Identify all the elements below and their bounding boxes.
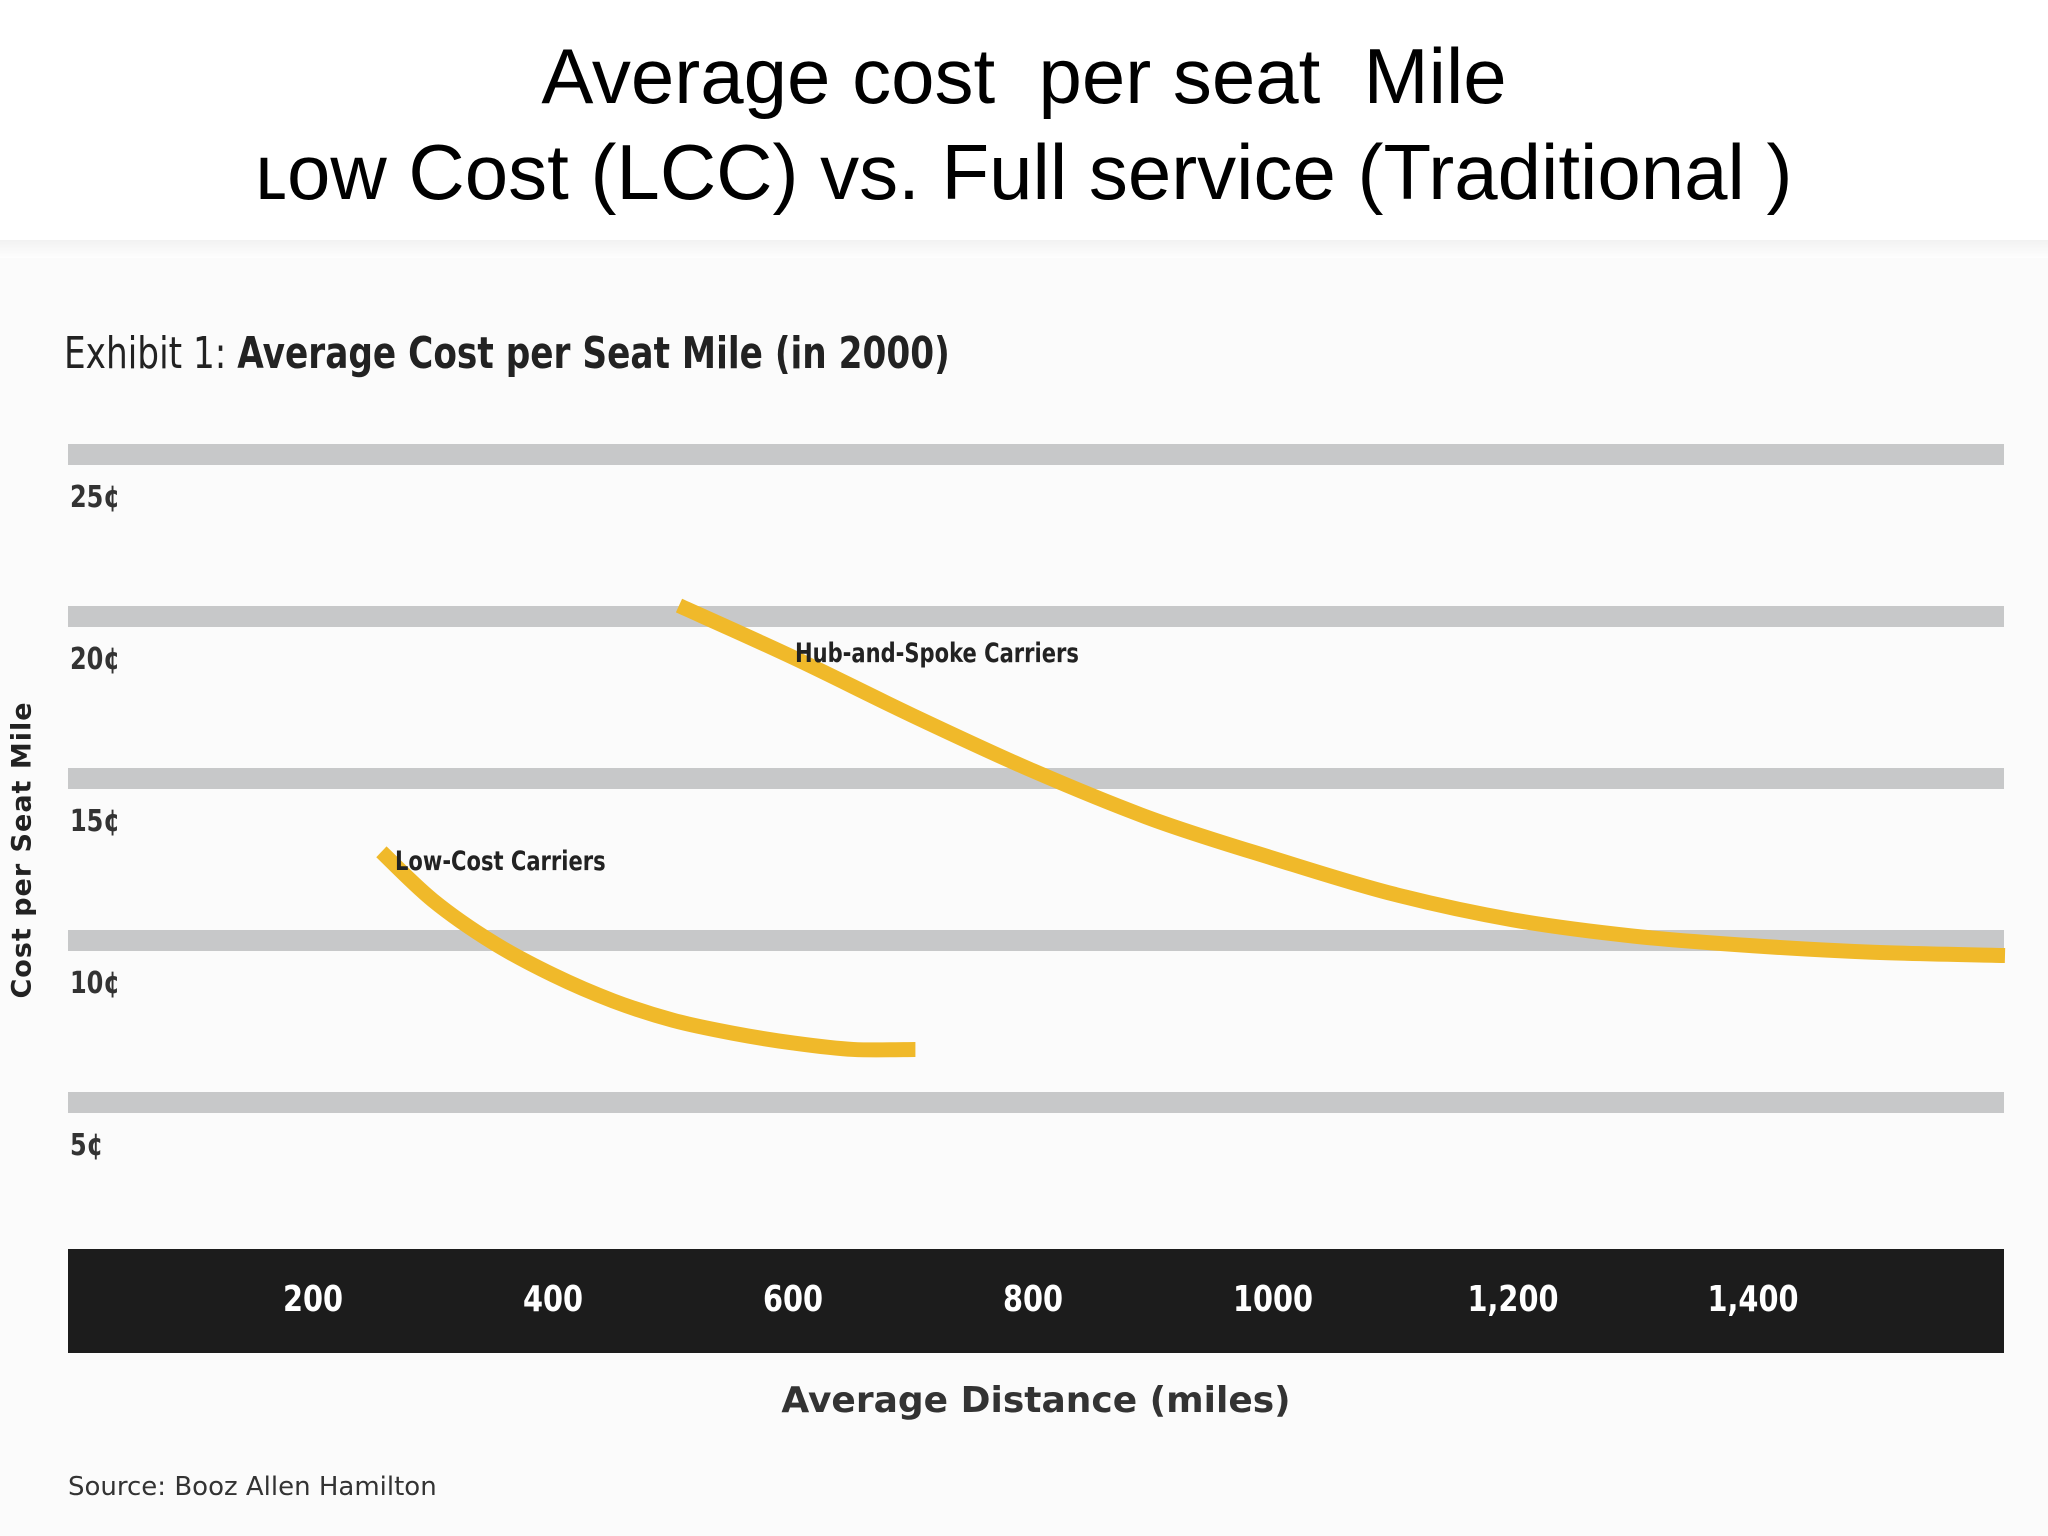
series-label: Hub-and-Spoke Carriers <box>795 637 1079 668</box>
y-axis-label: Cost per Seat Mile <box>6 701 38 999</box>
source-note: Source: Booz Allen Hamilton <box>68 1472 437 1502</box>
slide-title-line2: ʟow Cost (LCC) vs. Full service (Traditi… <box>255 128 1793 216</box>
x-tick-label: 800 <box>1003 1278 1063 1320</box>
x-tick-label: 1000 <box>1233 1278 1313 1320</box>
series-labels: Low-Cost Carriers Hub-and-Spoke Carriers <box>395 637 1079 876</box>
x-tick-label: 1,200 <box>1467 1278 1558 1320</box>
gridline-20 <box>68 606 2004 627</box>
x-tick-labels: 200 400 600 800 1000 1,200 1,400 <box>283 1278 1799 1320</box>
x-tick-label: 600 <box>763 1278 823 1320</box>
exhibit-title: Exhibit 1: Average Cost per Seat Mile (i… <box>64 328 950 379</box>
y-tick-label: 5¢ <box>70 1128 103 1162</box>
gridlines <box>68 444 2004 1113</box>
y-tick-label: 25¢ <box>70 480 120 514</box>
slide-title-line1: Average cost per seat Mile <box>541 32 1507 120</box>
series-line-low-cost <box>376 846 916 1058</box>
title-divider <box>0 240 2048 260</box>
y-tick-label: 10¢ <box>70 966 120 1000</box>
exhibit-prefix: Exhibit 1: <box>64 328 238 379</box>
y-tick-label: 20¢ <box>70 642 120 676</box>
series-label: Low-Cost Carriers <box>395 845 606 876</box>
chart-title: Average Cost per Seat Mile (in 2000) <box>237 328 950 379</box>
x-tick-label: 1,400 <box>1707 1278 1798 1320</box>
x-tick-label: 200 <box>283 1278 343 1320</box>
y-tick-labels: 25¢ 20¢ 15¢ 10¢ 5¢ <box>70 480 120 1162</box>
gridline-25 <box>68 444 2004 465</box>
gridline-10 <box>68 930 2004 951</box>
slide-title: Average cost per seat Mile ʟow Cost (LCC)… <box>0 28 2048 220</box>
series-line-hub-and-spoke <box>675 598 2006 963</box>
y-tick-label: 15¢ <box>70 804 120 838</box>
gridline-5 <box>68 1092 2004 1113</box>
x-tick-label: 400 <box>523 1278 583 1320</box>
x-axis-label: Average Distance (miles) <box>781 1380 1291 1421</box>
series-lines <box>376 598 2006 1058</box>
x-axis-band <box>68 1249 2004 1353</box>
